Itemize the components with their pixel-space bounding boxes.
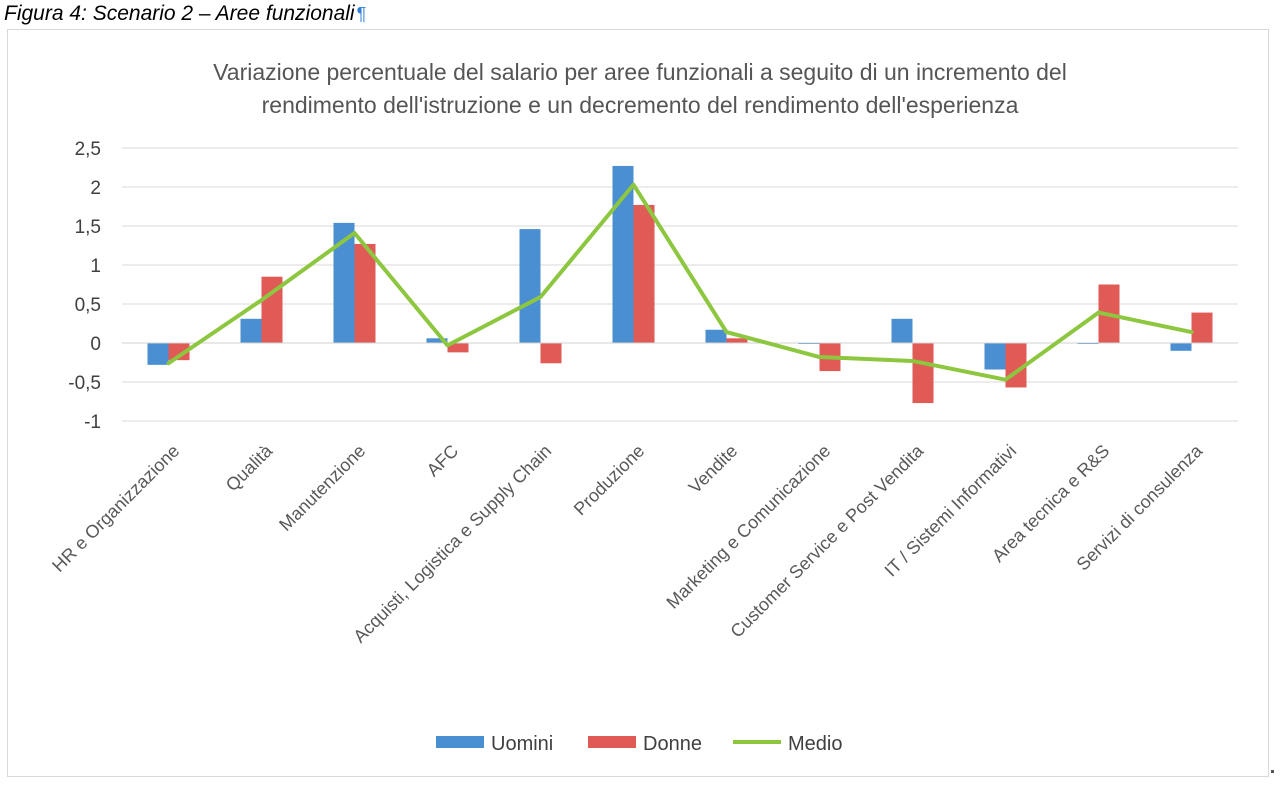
bar-donne (168, 343, 190, 361)
bar-uomini (333, 222, 355, 343)
x-tick-label: Manutenzione (275, 441, 369, 535)
bar-donne (354, 243, 376, 343)
chart-title-line: rendimento dell'istruzione e un decremen… (262, 92, 1019, 118)
x-tick-label: Marketing e Comunicazione (662, 441, 834, 613)
x-tick-label: Acquisti, Logistica e Supply Chain (349, 441, 555, 647)
bar-donne (633, 204, 655, 343)
legend-swatch-donne (588, 736, 636, 748)
bar-uomini (612, 165, 634, 343)
y-tick-label: 2 (90, 178, 101, 199)
bar-uomini (147, 343, 169, 365)
y-tick-label: 2,5 (75, 139, 101, 160)
y-tick-label: -0,5 (68, 373, 101, 394)
x-tick-label: Customer Service e Post Vendita (726, 440, 928, 642)
x-tick-label: Produzione (570, 441, 649, 520)
bar-uomini (426, 338, 448, 343)
chart-title-line: Variazione percentuale del salario per a… (213, 59, 1067, 85)
legend-label-uomini: Uomini (491, 733, 553, 755)
caption-text: Figura 4: Scenario 2 – Aree funzionali (4, 2, 355, 25)
bar-donne (540, 343, 562, 364)
bar-uomini (240, 318, 262, 343)
y-tick-label: 0 (90, 334, 101, 355)
series-line-medio (166, 182, 1194, 382)
legend-label-medio: Medio (788, 733, 842, 755)
bar-uomini (891, 318, 913, 343)
legend-label-donne: Donne (643, 733, 702, 755)
bar-donne (912, 343, 934, 404)
bar-uomini (705, 329, 727, 343)
legend-swatch-uomini (436, 736, 484, 748)
bar-donne (261, 276, 283, 343)
y-tick-label: 1,5 (75, 217, 101, 238)
bar-uomini (984, 343, 1006, 370)
bar-donne (726, 338, 748, 343)
y-tick-label: 0,5 (75, 295, 101, 316)
figure-caption: Figura 4: Scenario 2 – Aree funzionali ¶ (4, 2, 366, 26)
y-tick-label: -1 (84, 412, 101, 433)
x-tick-label: Vendite (685, 441, 742, 498)
bar-uomini (1170, 343, 1192, 351)
y-tick-label: 1 (90, 256, 101, 277)
bar-uomini (519, 229, 541, 343)
pilcrow-icon: ¶ (356, 4, 367, 24)
x-tick-label: Qualità (222, 440, 277, 495)
x-tick-label: HR e Organizzazione (48, 441, 183, 576)
corner-mark (1271, 770, 1274, 773)
x-tick-label: AFC (423, 441, 463, 481)
chart-frame (7, 29, 1269, 777)
bar-donne (447, 343, 469, 353)
bar-donne (1191, 312, 1213, 343)
